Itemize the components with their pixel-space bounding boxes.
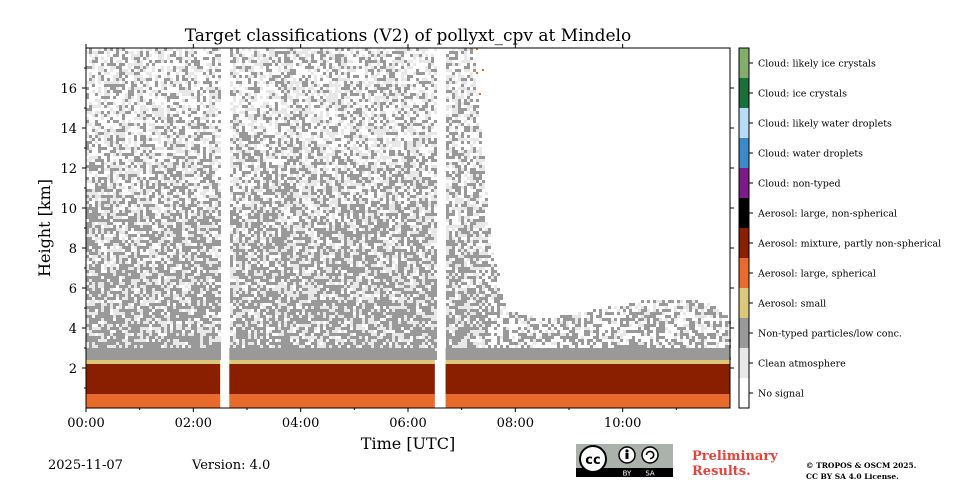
layer-3-segment-0 [86, 348, 221, 360]
x-tick-label: 02:00 [175, 416, 212, 431]
colorbar-swatch [739, 228, 749, 258]
colorbar-swatch [739, 378, 749, 408]
x-tick-label: 00:00 [67, 416, 104, 431]
colorbar-swatch [739, 108, 749, 138]
layer-0-segment-0 [86, 394, 221, 408]
layer-2-segment-1 [229, 360, 435, 364]
layer-1-segment-1 [229, 364, 435, 394]
x-tick-label: 06:00 [389, 416, 426, 431]
colorbar-swatch [739, 48, 749, 78]
upper-aerosol-pixels [476, 48, 484, 95]
legend-label: Cloud: likely ice crystals [758, 59, 876, 70]
colorbar-swatch [739, 288, 749, 318]
layer-1-segment-2 [445, 364, 730, 394]
y-tick-label: 10 [60, 202, 77, 217]
legend-label: Cloud: ice crystals [758, 89, 847, 100]
legend-label: Aerosol: large, spherical [757, 269, 876, 280]
preliminary-line-2: Results. [692, 464, 751, 479]
layer-0-segment-2 [445, 394, 730, 408]
colorbar-frame [738, 47, 750, 409]
cc-icon: cc [585, 453, 600, 468]
colorbar-swatch [739, 78, 749, 108]
legend-label: Cloud: non-typed [758, 179, 841, 190]
chart-title: Target classifications (V2) of pollyxt_c… [185, 26, 631, 46]
sa-icon [641, 446, 659, 464]
layer-0-segment-1 [229, 394, 435, 408]
copyright-notice: © TROPOS & OSCM 2025. CC BY SA 4.0 Licen… [806, 460, 916, 482]
legend-label: Non-typed particles/low conc. [758, 329, 902, 340]
copyright-line-2: CC BY SA 4.0 License. [806, 472, 899, 481]
x-axis: 00:00 02:00 04:00 06:00 08:00 10:00 [67, 44, 677, 431]
badge-sa-text: SA [645, 470, 655, 478]
preliminary-line-1: Preliminary [692, 449, 778, 464]
badge-by-text: BY [623, 470, 632, 478]
legend-label: Aerosol: mixture, partly non-spherical [757, 239, 941, 250]
y-tick-label: 12 [60, 162, 77, 177]
legend-label: Cloud: water droplets [758, 149, 863, 160]
y-tick-label: 4 [69, 322, 77, 337]
legend-label: Cloud: likely water droplets [758, 119, 892, 130]
copyright-line-1: © TROPOS & OSCM 2025. [806, 461, 917, 470]
version-label: Version: 4.0 [192, 458, 271, 473]
layer-2-segment-0 [86, 360, 221, 364]
colorbar-legend: Cloud: likely ice crystals Cloud: ice cry… [738, 47, 941, 409]
y-tick-label: 6 [69, 282, 77, 297]
legend-label: Aerosol: small [757, 299, 826, 310]
legend-label: No signal [758, 389, 804, 400]
colorbar-swatch [739, 348, 749, 378]
layer-2-segment-2 [445, 360, 730, 364]
plot-area [86, 48, 731, 408]
colorbar-swatch [739, 168, 749, 198]
date-label: 2025-11-07 [48, 458, 123, 473]
x-tick-label: 04:00 [282, 416, 319, 431]
layer-1-segment-0 [86, 364, 221, 394]
x-tick-label: 08:00 [497, 416, 534, 431]
legend-label: Clean atmosphere [758, 359, 846, 370]
colorbar-swatch [739, 198, 749, 228]
y-tick-label: 14 [60, 122, 77, 137]
y-tick-label: 16 [60, 82, 77, 97]
non-typed-pixels [86, 48, 731, 360]
y-tick-label: 2 [69, 362, 77, 377]
colorbar-swatch [739, 258, 749, 288]
x-axis-label: Time [UTC] [361, 434, 455, 453]
y-tick-label: 8 [69, 242, 77, 257]
y-axis-label: Height [km] [35, 179, 54, 277]
x-tick-label: 10:00 [604, 416, 641, 431]
layer-3-segment-2 [445, 348, 730, 360]
legend-label: Aerosol: large, non-spherical [757, 209, 897, 220]
preliminary-notice: Preliminary Results. [692, 449, 778, 479]
colorbar-swatch [739, 318, 749, 348]
y-axis: 2 4 6 8 10 12 14 16 [60, 67, 734, 389]
colorbar-swatch [739, 138, 749, 168]
layer-3-segment-1 [229, 348, 435, 360]
cc-license-badge: cc BY SA [576, 444, 673, 478]
